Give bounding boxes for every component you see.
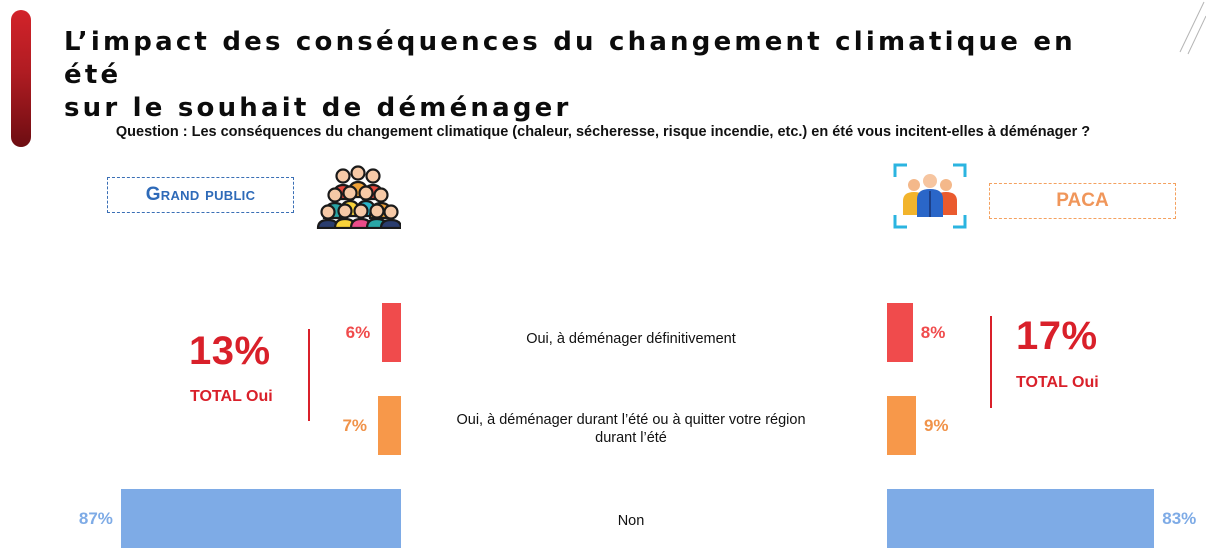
category-label-ete-line1: Oui, à déménager durant l’été ou à quitt…	[456, 412, 806, 428]
page-title: L’impact des conséquences du changement …	[64, 26, 1144, 125]
category-label-ete-line2: durant l’été	[595, 430, 667, 446]
value-label-left-2: 87%	[78, 508, 113, 528]
category-label-ete: Oui, à déménager durant l’été ou à quitt…	[415, 411, 847, 447]
category-label-definitif: Oui, à déménager définitivement	[415, 330, 847, 348]
right-total-divider	[990, 316, 992, 408]
left-total-divider	[308, 329, 310, 421]
crowd-people-icon	[316, 165, 401, 229]
right-total-percentage: 17%	[1016, 314, 1098, 358]
bar-right-2	[887, 489, 1155, 548]
grand-public-tag: Grand public	[107, 177, 294, 213]
value-label-left-0: 6%	[345, 322, 371, 342]
page-title-line1: L’impact des conséquences du changement …	[64, 27, 1076, 90]
value-label-right-0: 8%	[920, 322, 946, 342]
category-label-definitif-line: Oui, à déménager définitivement	[526, 331, 736, 347]
category-label-non-line: Non	[617, 513, 645, 529]
bar-left-2	[120, 489, 401, 548]
group-people-focus-icon	[893, 163, 967, 229]
value-label-right-2: 83%	[1162, 508, 1197, 528]
title-accent-bar	[11, 10, 31, 147]
page-title-line2: sur le souhait de déménager	[64, 93, 572, 123]
bar-left-0	[381, 303, 401, 362]
value-label-left-1: 7%	[342, 415, 368, 435]
corner-decoration	[1179, 1, 1206, 55]
bar-right-1	[887, 396, 916, 455]
left-total-percentage: 13%	[189, 329, 271, 373]
bar-left-1	[378, 396, 401, 455]
left-total-label: TOTAL Oui	[190, 388, 273, 405]
category-label-non: Non	[415, 512, 847, 530]
value-label-right-1: 9%	[923, 415, 949, 435]
survey-question: Question : Les conséquences du changemen…	[115, 124, 1091, 140]
bar-right-0	[887, 303, 913, 362]
paca-tag: PACA	[989, 183, 1176, 219]
right-total-label: TOTAL Oui	[1016, 374, 1099, 391]
